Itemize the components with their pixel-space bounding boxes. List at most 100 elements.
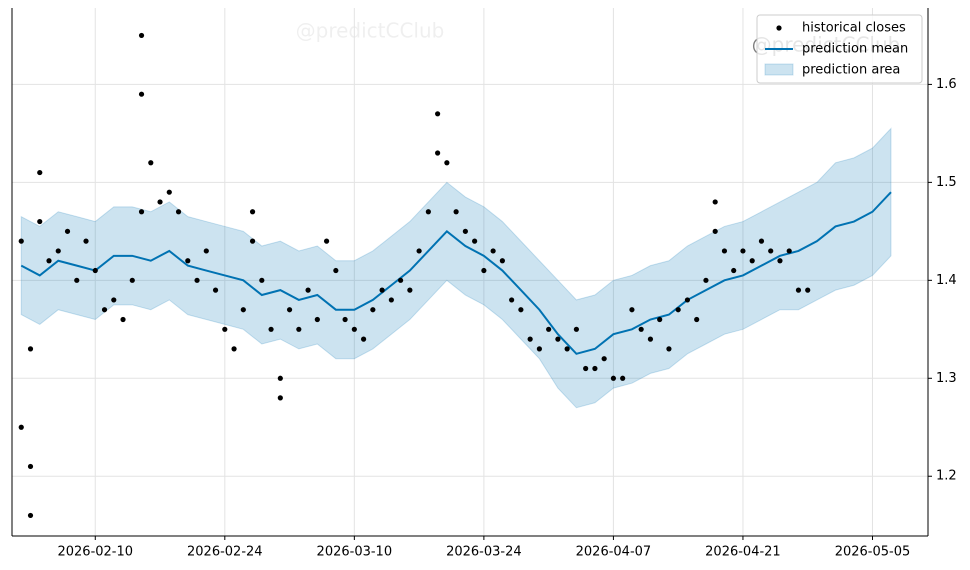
close-point xyxy=(148,160,154,166)
close-point xyxy=(333,267,339,274)
close-point xyxy=(490,248,496,254)
close-point xyxy=(583,365,589,372)
close-point xyxy=(27,346,34,352)
close-point xyxy=(786,248,792,254)
close-point xyxy=(277,395,283,401)
close-point xyxy=(277,375,283,381)
close-point xyxy=(120,316,126,323)
close-point xyxy=(249,238,256,244)
close-point xyxy=(435,150,441,156)
watermark: @predictCClub xyxy=(296,19,445,43)
close-point xyxy=(129,277,135,283)
close-point xyxy=(27,512,34,519)
close-point xyxy=(370,307,376,313)
close-point xyxy=(509,297,515,303)
x-tick-label: 2026-04-07 xyxy=(576,545,652,560)
close-point xyxy=(657,316,663,323)
prediction-area xyxy=(20,127,892,409)
close-point xyxy=(379,287,385,293)
y-tick-label: 1.2 xyxy=(936,469,957,484)
close-point xyxy=(92,267,98,274)
prediction-line xyxy=(20,191,892,355)
close-point xyxy=(731,267,737,274)
close-point xyxy=(425,209,431,215)
close-point xyxy=(462,228,468,234)
close-point xyxy=(536,346,542,352)
y-tick-label: 1.5 xyxy=(936,175,957,190)
close-point xyxy=(805,287,811,293)
close-point xyxy=(703,277,709,283)
close-point xyxy=(138,32,145,39)
close-point xyxy=(194,277,200,283)
close-point xyxy=(444,160,450,166)
legend-marker xyxy=(764,63,794,76)
close-point xyxy=(620,375,626,381)
close-point xyxy=(18,424,24,430)
close-point xyxy=(546,326,552,332)
close-point xyxy=(666,346,672,352)
close-point xyxy=(259,277,265,283)
close-point xyxy=(286,307,293,313)
close-point xyxy=(83,238,89,244)
x-tick-label: 2026-03-10 xyxy=(317,545,393,560)
close-point xyxy=(111,297,117,303)
close-point xyxy=(101,307,108,313)
close-point xyxy=(435,111,441,117)
close-point xyxy=(18,238,24,244)
legend-label: historical closes xyxy=(802,21,906,36)
close-point xyxy=(472,238,478,244)
close-point xyxy=(555,336,561,342)
close-point xyxy=(240,307,246,313)
close-point xyxy=(185,258,191,264)
close-point xyxy=(564,346,570,352)
close-point xyxy=(407,287,413,293)
close-point xyxy=(388,297,394,303)
close-point xyxy=(157,199,163,205)
legend-marker xyxy=(776,25,782,31)
close-point xyxy=(249,209,256,215)
close-point xyxy=(610,375,617,381)
close-point xyxy=(46,258,52,264)
close-point xyxy=(74,277,80,283)
close-point xyxy=(684,297,691,303)
close-point xyxy=(305,287,311,293)
close-point xyxy=(296,326,302,332)
close-point xyxy=(592,365,598,372)
close-point xyxy=(212,287,219,293)
close-point xyxy=(721,248,728,254)
close-point xyxy=(398,277,404,283)
legend-label: prediction mean xyxy=(802,42,908,57)
close-point xyxy=(323,238,330,244)
close-point xyxy=(37,218,43,225)
close-point xyxy=(777,258,783,264)
close-point xyxy=(175,209,182,215)
y-tick-label: 1.3 xyxy=(936,371,957,386)
close-point xyxy=(573,326,580,332)
close-point xyxy=(360,336,367,342)
x-tick-label: 2026-02-10 xyxy=(57,545,133,560)
legend-label: prediction area xyxy=(802,63,900,78)
y-tick-label: 1.4 xyxy=(936,273,957,288)
x-tick-label: 2026-05-05 xyxy=(835,545,911,560)
close-point xyxy=(481,267,487,274)
close-point xyxy=(453,209,459,215)
close-point xyxy=(268,326,274,332)
close-point xyxy=(37,169,43,176)
close-point xyxy=(342,316,348,323)
close-point xyxy=(27,463,34,470)
close-point xyxy=(647,336,654,342)
close-point xyxy=(527,336,533,342)
close-point xyxy=(675,307,681,313)
close-point xyxy=(740,248,746,254)
close-point xyxy=(166,189,172,195)
x-tick-label: 2026-03-24 xyxy=(446,545,522,560)
close-point xyxy=(795,287,802,293)
legend-box xyxy=(756,14,923,84)
close-point xyxy=(138,209,145,215)
close-point xyxy=(518,307,524,313)
close-point xyxy=(638,326,644,332)
x-tick-label: 2026-04-21 xyxy=(705,545,781,560)
close-point xyxy=(758,238,765,244)
close-point xyxy=(768,248,774,254)
